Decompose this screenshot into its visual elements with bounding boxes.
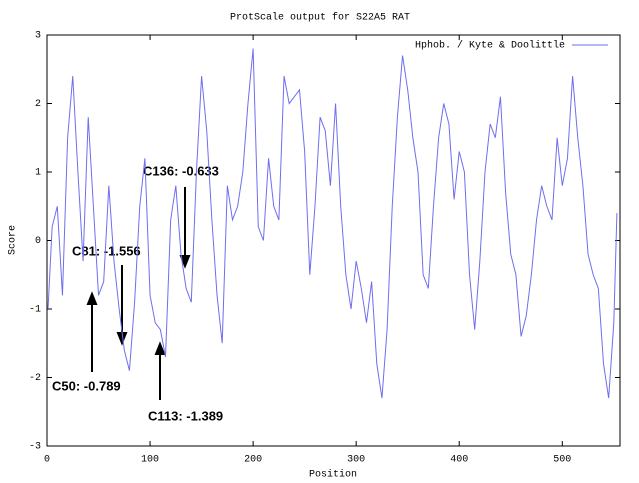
y-axis-label: Score xyxy=(8,225,19,255)
y-tick-label: 1 xyxy=(35,168,41,179)
legend-label: Hphob. / Kyte & Doolittle xyxy=(415,40,565,52)
x-tick-label: 200 xyxy=(244,455,262,466)
x-tick-label: 0 xyxy=(44,455,50,466)
y-tick-label: -1 xyxy=(29,305,41,316)
annotation: C81: -1.556 xyxy=(72,243,141,258)
annotation: C113: -1.389 xyxy=(148,408,223,423)
annotation: C50: -0.789 xyxy=(52,378,121,393)
annotation: C136: -0.633 xyxy=(143,163,219,178)
arrow-head xyxy=(179,255,191,269)
y-tick-label: 0 xyxy=(35,236,41,247)
x-tick-label: 500 xyxy=(553,455,571,466)
x-axis-label: Position xyxy=(309,469,357,481)
x-tick-label: 100 xyxy=(141,455,159,466)
arrow-head xyxy=(154,341,166,355)
arrow-head xyxy=(86,291,98,305)
y-tick-label: 2 xyxy=(35,99,41,110)
x-tick-label: 400 xyxy=(450,455,468,466)
plot-frame xyxy=(46,34,621,447)
y-tick-label: -2 xyxy=(29,373,41,384)
y-tick-label: -3 xyxy=(29,442,41,453)
data-line xyxy=(47,48,618,399)
x-tick-label: 300 xyxy=(347,455,365,466)
arrows xyxy=(86,187,191,400)
chart-title: ProtScale output for S22A5 RAT xyxy=(230,12,410,24)
y-tick-label: 3 xyxy=(35,31,41,42)
